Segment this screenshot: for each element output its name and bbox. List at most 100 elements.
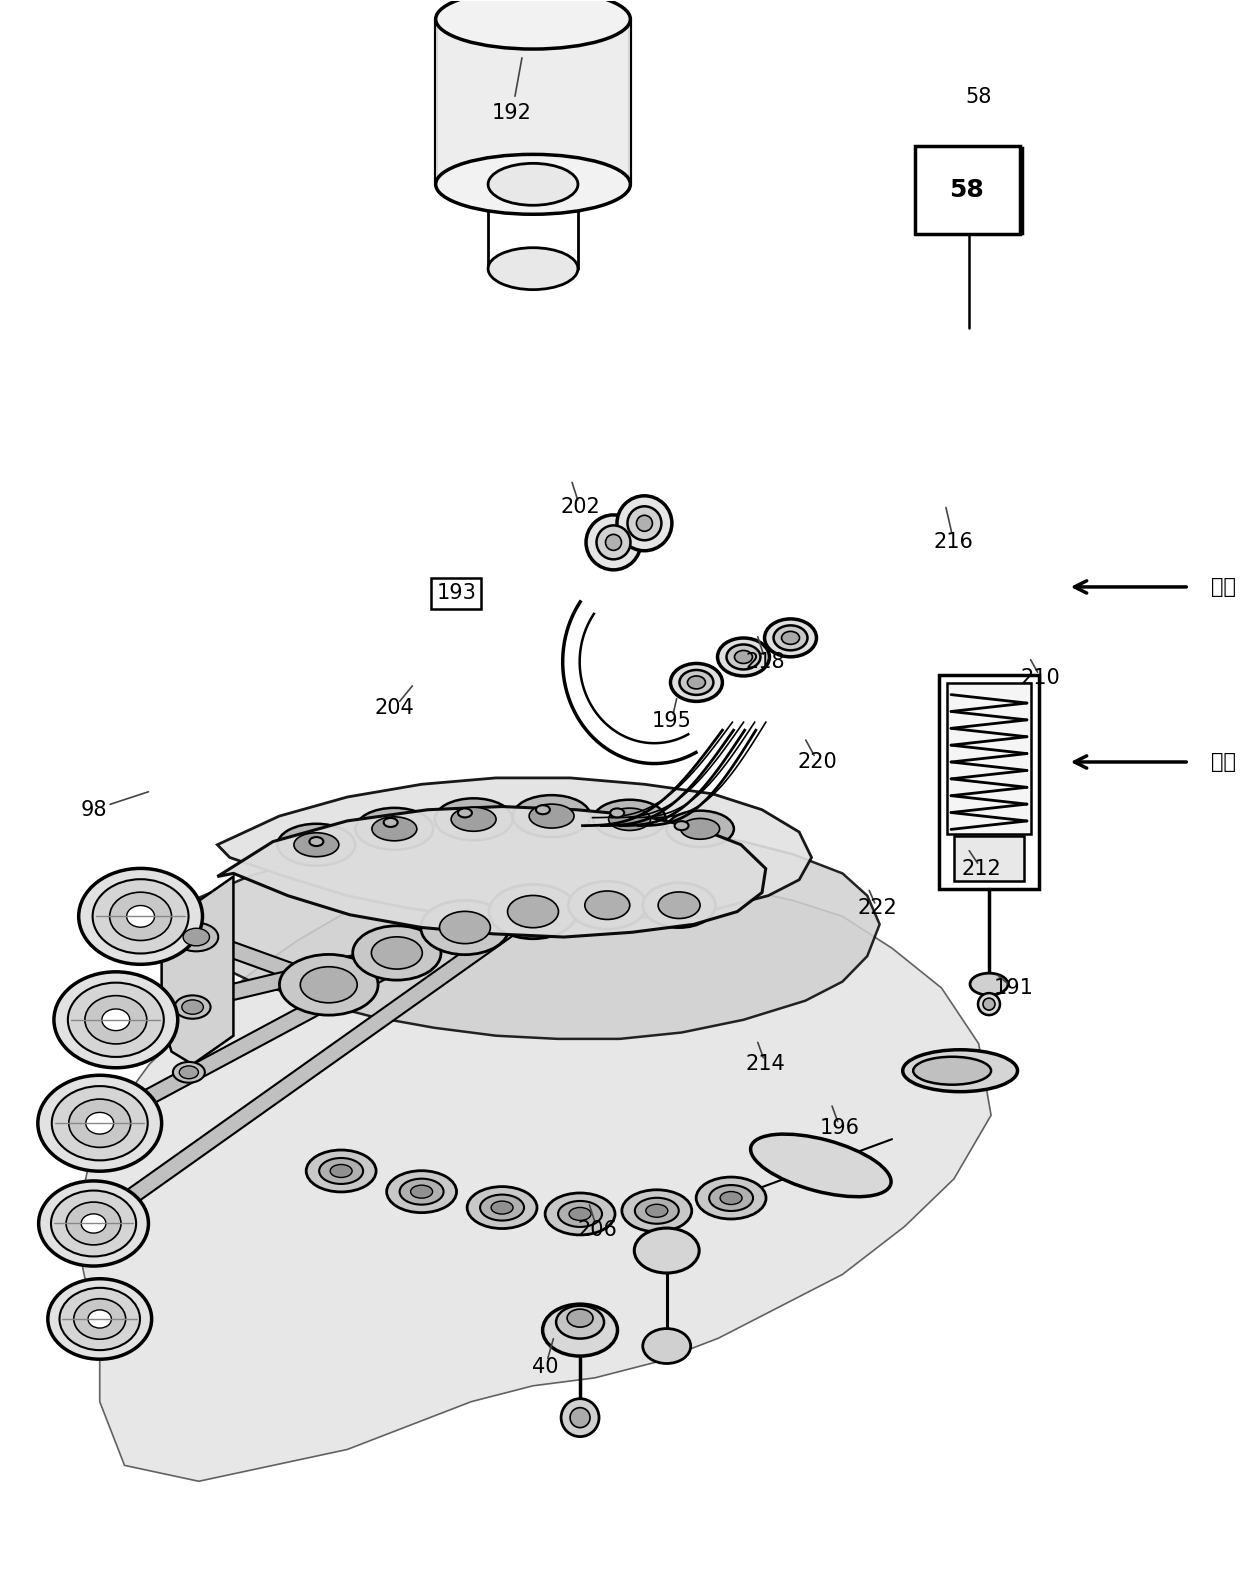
- Text: 58: 58: [951, 177, 986, 202]
- Ellipse shape: [180, 1066, 198, 1079]
- Ellipse shape: [609, 808, 651, 830]
- Ellipse shape: [709, 1184, 753, 1211]
- Ellipse shape: [78, 869, 202, 964]
- Polygon shape: [217, 778, 811, 921]
- Ellipse shape: [435, 799, 512, 840]
- Ellipse shape: [489, 247, 578, 290]
- Polygon shape: [217, 807, 766, 937]
- Ellipse shape: [175, 923, 218, 952]
- Ellipse shape: [596, 526, 630, 559]
- Ellipse shape: [410, 1186, 433, 1199]
- Ellipse shape: [903, 1050, 1018, 1092]
- Text: 191: 191: [993, 979, 1033, 998]
- Ellipse shape: [310, 837, 324, 846]
- Ellipse shape: [175, 995, 211, 1019]
- Ellipse shape: [605, 534, 621, 550]
- Ellipse shape: [610, 808, 624, 818]
- Bar: [916, 148, 1022, 233]
- Bar: [939, 674, 1039, 889]
- Ellipse shape: [529, 803, 574, 827]
- Ellipse shape: [38, 1181, 149, 1266]
- Text: 210: 210: [1021, 668, 1060, 687]
- Ellipse shape: [658, 893, 701, 918]
- Bar: [954, 837, 1024, 881]
- Ellipse shape: [560, 1398, 599, 1436]
- Ellipse shape: [558, 1200, 603, 1227]
- Text: 195: 195: [652, 711, 692, 730]
- Text: 58: 58: [950, 177, 985, 202]
- Ellipse shape: [512, 795, 590, 837]
- Ellipse shape: [774, 625, 807, 650]
- Ellipse shape: [781, 631, 800, 644]
- Ellipse shape: [569, 1207, 591, 1221]
- Ellipse shape: [172, 1062, 205, 1082]
- Ellipse shape: [52, 1086, 148, 1160]
- Ellipse shape: [439, 912, 490, 944]
- Ellipse shape: [356, 808, 433, 850]
- Ellipse shape: [642, 883, 715, 928]
- Ellipse shape: [68, 982, 164, 1057]
- Ellipse shape: [399, 1178, 444, 1205]
- Ellipse shape: [978, 993, 999, 1015]
- Ellipse shape: [467, 1186, 537, 1229]
- Text: 40: 40: [532, 1356, 559, 1377]
- Polygon shape: [436, 19, 630, 185]
- Ellipse shape: [51, 1191, 136, 1256]
- Ellipse shape: [543, 1304, 618, 1356]
- Ellipse shape: [68, 1100, 130, 1148]
- Ellipse shape: [568, 881, 646, 929]
- Ellipse shape: [696, 1176, 766, 1219]
- Text: 216: 216: [934, 532, 973, 553]
- Ellipse shape: [182, 999, 203, 1014]
- Ellipse shape: [480, 1194, 525, 1221]
- Ellipse shape: [687, 676, 706, 689]
- Ellipse shape: [642, 1328, 691, 1363]
- Ellipse shape: [383, 818, 398, 827]
- Ellipse shape: [60, 1288, 140, 1350]
- Ellipse shape: [666, 811, 734, 846]
- Ellipse shape: [184, 928, 210, 945]
- Ellipse shape: [635, 1227, 699, 1274]
- Ellipse shape: [387, 1170, 456, 1213]
- Ellipse shape: [983, 998, 994, 1011]
- Ellipse shape: [646, 1205, 668, 1218]
- Ellipse shape: [671, 663, 723, 701]
- Polygon shape: [161, 877, 233, 1065]
- Ellipse shape: [622, 1189, 692, 1232]
- Polygon shape: [89, 905, 538, 1231]
- Text: 闭合: 闭合: [1211, 752, 1236, 771]
- Ellipse shape: [420, 901, 510, 955]
- Bar: [915, 145, 1019, 234]
- Ellipse shape: [319, 1157, 363, 1184]
- Ellipse shape: [720, 1192, 742, 1205]
- Ellipse shape: [556, 1305, 604, 1339]
- Ellipse shape: [567, 1309, 593, 1328]
- Ellipse shape: [84, 996, 146, 1044]
- Bar: [947, 682, 1030, 834]
- Polygon shape: [174, 829, 879, 1039]
- Polygon shape: [74, 874, 991, 1481]
- Text: 214: 214: [746, 1054, 786, 1074]
- Ellipse shape: [451, 807, 496, 830]
- Text: 58: 58: [966, 86, 992, 107]
- Ellipse shape: [536, 805, 549, 815]
- Ellipse shape: [93, 880, 188, 953]
- Ellipse shape: [38, 1076, 161, 1172]
- Ellipse shape: [636, 515, 652, 531]
- Text: 212: 212: [961, 859, 1001, 878]
- Ellipse shape: [727, 644, 760, 669]
- Ellipse shape: [330, 1165, 352, 1178]
- Ellipse shape: [73, 1299, 125, 1339]
- Text: 192: 192: [492, 102, 532, 123]
- Ellipse shape: [675, 821, 688, 830]
- Ellipse shape: [587, 515, 641, 569]
- Ellipse shape: [970, 974, 1008, 995]
- Text: 218: 218: [746, 652, 786, 671]
- Ellipse shape: [750, 1133, 892, 1197]
- Ellipse shape: [680, 669, 713, 695]
- Ellipse shape: [546, 1192, 615, 1235]
- Polygon shape: [136, 909, 331, 993]
- Ellipse shape: [489, 885, 577, 939]
- Ellipse shape: [81, 1215, 105, 1234]
- Ellipse shape: [585, 891, 630, 920]
